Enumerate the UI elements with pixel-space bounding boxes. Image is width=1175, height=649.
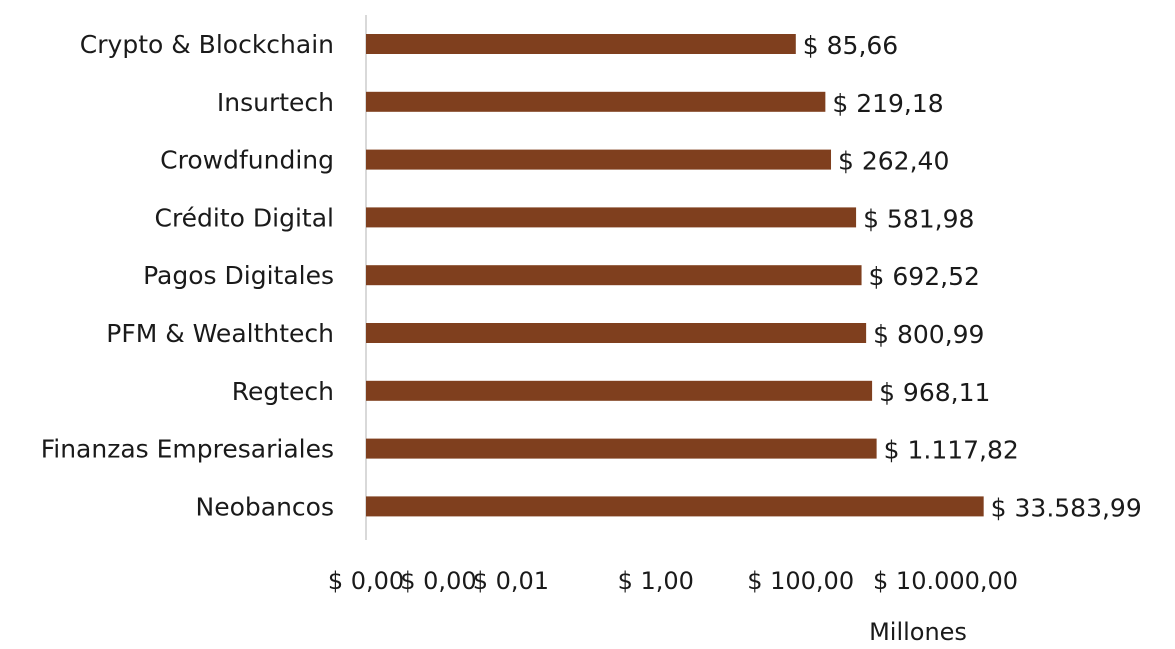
bar	[366, 323, 867, 343]
x-tick-label: $ 1,00	[618, 567, 694, 595]
data-label: $ 33.583,99	[991, 493, 1142, 522]
x-tick-label: $ 0,01	[473, 567, 549, 595]
data-label: $ 968,11	[879, 378, 990, 407]
bar	[366, 91, 826, 112]
bar	[366, 265, 862, 286]
category-label: Finanzas Empresariales	[41, 435, 334, 464]
category-label: Insurtech	[217, 88, 334, 117]
x-tick-label: $ 100,00	[747, 567, 854, 595]
x-tick-label: $ 10.000,00	[873, 567, 1018, 595]
data-label: $ 219,18	[832, 89, 943, 118]
data-label: $ 262,40	[838, 147, 949, 176]
data-label: $ 800,99	[873, 320, 984, 349]
bar	[366, 496, 984, 517]
category-label: Crypto & Blockchain	[80, 30, 334, 59]
x-axis-title: Millones	[869, 618, 967, 646]
bar	[366, 380, 873, 401]
x-tick-label: $ 0,00	[400, 567, 476, 595]
bar	[366, 207, 857, 228]
category-label: Pagos Digitales	[143, 261, 334, 290]
data-label: $ 85,66	[803, 31, 898, 60]
bars-layer	[366, 34, 984, 517]
data-label: $ 581,98	[863, 204, 974, 233]
data-label: $ 692,52	[869, 262, 980, 291]
category-label: Regtech	[232, 377, 334, 406]
category-label: PFM & Wealthtech	[106, 319, 334, 348]
bar	[366, 438, 877, 459]
data-label: $ 1.117,82	[884, 436, 1019, 465]
x-tick-labels: $ 0,00$ 0,00$ 0,01 $ 1,00 $ 100,00 $ 10.000…	[328, 567, 1018, 595]
value-labels: $ 85,66 $ 219,18 $ 262,40 $ 581,98 $ 692,52 $…	[803, 31, 1142, 522]
category-labels: Crypto & Blockchain Insurtech Crowdfunding…	[41, 30, 334, 521]
bar	[366, 34, 796, 54]
bar	[366, 149, 832, 170]
category-label: Crowdfunding	[160, 146, 334, 175]
category-label: Crédito Digital	[154, 203, 334, 232]
category-label: Neobancos	[196, 492, 334, 521]
x-tick-label: $ 0,00	[328, 567, 404, 595]
